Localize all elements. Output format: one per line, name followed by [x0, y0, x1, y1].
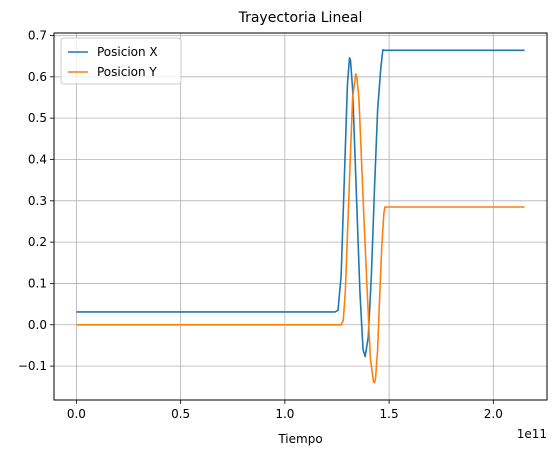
y-tick-label: −0.1: [18, 359, 47, 373]
series-lines: [76, 49, 525, 384]
legend-label-1: Posicion X: [97, 45, 158, 59]
x-axis-offset-text: 1e11: [517, 427, 547, 441]
y-tick-label: 0.0: [28, 318, 47, 332]
plot-frame: [53, 32, 548, 401]
grid: [54, 33, 547, 400]
y-tick-label: 0.5: [28, 111, 47, 125]
legend: Posicion X Posicion Y: [60, 37, 182, 85]
chart-title: Trayectoria Lineal: [238, 10, 363, 26]
x-tick-label: 2.0: [484, 407, 503, 421]
y-tick-label: 0.2: [28, 235, 47, 249]
y-tick-label: 0.3: [28, 194, 47, 208]
legend-label-2: Posicion Y: [97, 65, 157, 79]
y-tick-label: 0.4: [28, 152, 47, 166]
y-tick-label: 0.6: [28, 70, 47, 84]
y-tick-label: 0.1: [28, 276, 47, 290]
series-line-2: [76, 73, 525, 384]
series-line-1: [76, 49, 525, 358]
x-tick-label: 1.5: [380, 407, 399, 421]
x-tick-label: 0.0: [67, 407, 86, 421]
x-tick-label: 0.5: [171, 407, 190, 421]
y-tick-label: 0.7: [28, 28, 47, 42]
x-tick-label: 1.0: [275, 407, 294, 421]
legend-box: [60, 37, 182, 85]
x-axis-title: Tiempo: [277, 432, 322, 446]
axis-ticks: 0.0 0.5 1.0 1.5 2.0 −0.1 0.0 0.1 0.2 0.3 0.4 0.5 0.6…: [18, 28, 503, 421]
